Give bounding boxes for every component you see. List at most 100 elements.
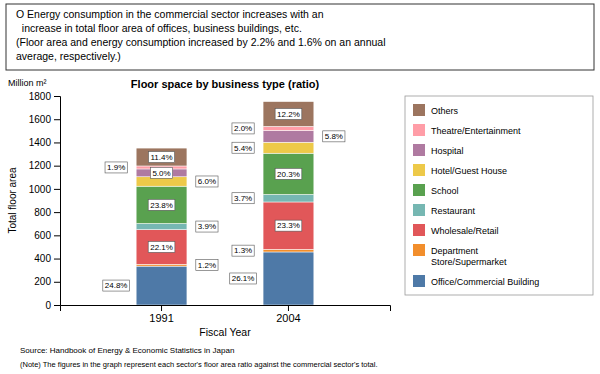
legend-swatch xyxy=(413,164,425,176)
header-box xyxy=(6,4,594,70)
tick-mark xyxy=(54,142,60,143)
share-label: 23.8% xyxy=(150,201,173,210)
share-label: 5.4% xyxy=(234,144,252,153)
tick: 1600 xyxy=(29,114,60,125)
legend-swatch xyxy=(413,184,425,196)
bar-segment xyxy=(263,130,314,142)
legend-swatch xyxy=(413,224,425,236)
share-label-box xyxy=(196,260,218,271)
tick-mark xyxy=(54,282,60,283)
note: (Note) The figures in the graph represen… xyxy=(20,360,377,369)
legend-swatch xyxy=(413,275,425,287)
bar-segment xyxy=(263,202,314,249)
share-label: 23.3% xyxy=(277,221,300,230)
legend-swatch xyxy=(413,144,425,156)
tick-label: 200 xyxy=(34,276,51,287)
subtitle: increase in total floor area of offices,… xyxy=(16,22,302,34)
share-label-box xyxy=(232,193,254,204)
chart-title: Floor space by business type (ratio) xyxy=(131,78,320,90)
share-label: 26.1% xyxy=(232,274,255,283)
share-label-box xyxy=(230,273,257,284)
share-label: 5.0% xyxy=(152,169,170,178)
tick-label: 400 xyxy=(34,253,51,264)
legend-item: Theatre/Entertainment xyxy=(413,124,521,136)
tick: 200 xyxy=(34,276,60,287)
tick: 1800 xyxy=(29,91,60,102)
share-label-group: 5.4% xyxy=(232,142,254,153)
share-label-group: 23.3% xyxy=(275,220,302,231)
share-label-group: 5.0% xyxy=(150,167,172,178)
share-label: 22.1% xyxy=(150,243,173,252)
legend-label: Restaurant xyxy=(431,206,476,216)
tick-label: 1000 xyxy=(29,184,52,195)
legend-swatch xyxy=(413,124,425,136)
tick-label: 1400 xyxy=(29,137,52,148)
tick-mark xyxy=(54,212,60,213)
share-label: 1.2% xyxy=(198,261,216,270)
share-label-box xyxy=(148,199,175,210)
axis-line xyxy=(54,97,61,306)
share-label-group: 1.2% xyxy=(196,260,218,271)
share-label: 20.3% xyxy=(277,170,300,179)
chart: O Energy consumption in the commercial s… xyxy=(0,0,600,374)
share-label: 2.0% xyxy=(234,124,252,133)
share-label-box xyxy=(232,123,254,134)
bar-segment xyxy=(263,249,314,252)
tick-label: 600 xyxy=(34,230,51,241)
share-label-box xyxy=(275,220,302,231)
share-label-box xyxy=(275,168,302,179)
legend: OthersTheatre/EntertainmentHospitalHotel… xyxy=(405,96,593,295)
bar-segment xyxy=(136,148,187,166)
share-label-group: 1.9% xyxy=(105,162,127,173)
tick-label: 1600 xyxy=(29,114,52,125)
bar-segment xyxy=(136,186,187,223)
share-label-box xyxy=(148,241,175,252)
tick-mark xyxy=(54,305,60,306)
share-label-group: 3.9% xyxy=(196,221,218,232)
share-label-box xyxy=(323,131,345,142)
x-axis-title: Fiscal Year xyxy=(199,326,251,338)
tick-mark xyxy=(54,166,60,167)
share-label: 12.2% xyxy=(277,110,300,119)
share-label: 1.3% xyxy=(234,246,252,255)
tick: 0 xyxy=(45,300,60,311)
legend-item: Others xyxy=(413,104,459,116)
legend-label: Theatre/Entertainment xyxy=(431,126,521,136)
x-axis: 19912004 xyxy=(61,305,391,324)
tick: 1400 xyxy=(29,137,60,148)
tick: 600 xyxy=(34,230,60,241)
share-label-box xyxy=(196,176,218,187)
tick-mark xyxy=(54,235,60,236)
bar-segment xyxy=(263,102,314,127)
tick-mark xyxy=(54,119,60,120)
source: Source: Handbook of Energy & Economic St… xyxy=(20,346,234,355)
share-label-group: 26.1% xyxy=(230,273,257,284)
share-label-group: 20.3% xyxy=(275,168,302,179)
share-label: 3.7% xyxy=(234,194,252,203)
legend-item: Restaurant xyxy=(413,204,476,216)
share-label-group: 24.8% xyxy=(103,280,130,291)
subtitle: average, respectively.) xyxy=(16,50,121,62)
legend-label: Others xyxy=(431,106,459,116)
tick-label: 0 xyxy=(45,300,51,311)
share-label: 11.4% xyxy=(150,153,172,162)
share-label: 5.8% xyxy=(325,132,343,141)
share-label-box xyxy=(232,142,254,153)
share-label-group: 2.0% xyxy=(232,123,254,134)
tick-label: 1200 xyxy=(29,160,52,171)
legend-item: Office/Commercial Building xyxy=(413,275,539,287)
bar-segment xyxy=(263,252,314,305)
bar-segment xyxy=(263,194,314,202)
legend-label: Office/Commercial Building xyxy=(431,277,539,287)
legend-swatch xyxy=(413,244,425,256)
tick: 400 xyxy=(34,253,60,264)
share-label-box xyxy=(232,245,254,256)
share-label-box xyxy=(103,280,130,291)
legend-swatch xyxy=(413,204,425,216)
share-label: 24.8% xyxy=(105,281,128,290)
tick: 800 xyxy=(34,207,60,218)
tick: 1000 xyxy=(29,184,60,195)
bar-segment xyxy=(263,126,314,130)
share-label-box xyxy=(150,167,172,178)
share-label: 1.9% xyxy=(107,163,125,172)
